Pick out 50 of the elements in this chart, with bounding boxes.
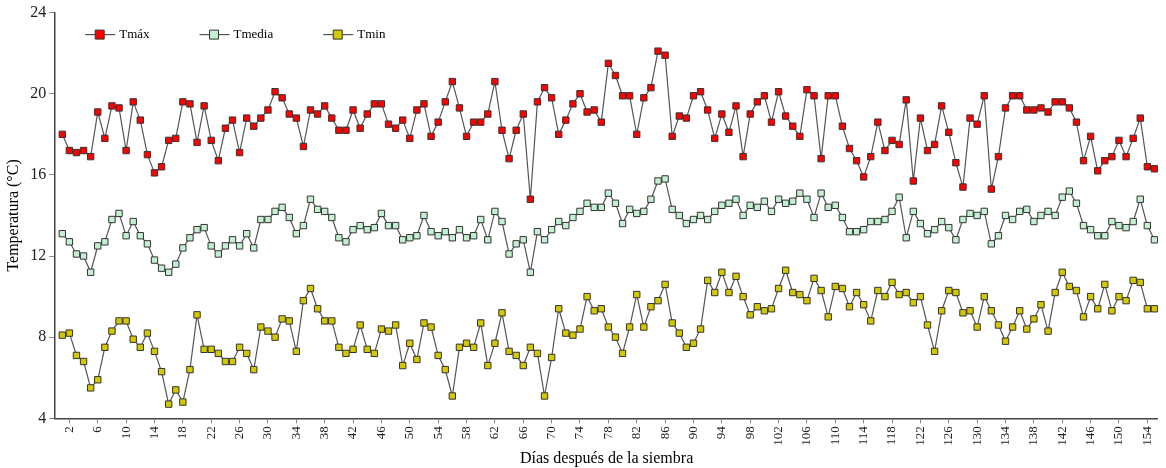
x-tick-label: 146 [1082,425,1098,446]
x-tick-label: 138 [1025,426,1041,446]
x-tick-label: 74 [571,425,587,440]
x-tick-label: 150 [1110,426,1126,446]
x-tick-label: 10 [117,426,133,440]
x-tick-label: 78 [599,426,615,440]
x-tick-label: 34 [287,425,303,440]
x-tick-label: 142 [1053,426,1069,446]
x-tick-label: 118 [883,426,899,446]
x-tick-label: 58 [457,426,473,440]
x-tick-label: 66 [514,425,530,440]
y-tick-label: 12 [30,246,47,264]
x-tick-label: 94 [713,425,729,440]
x-tick-label: 2 [60,426,76,433]
y-tick-label: 24 [30,2,47,20]
x-tick-label: 54 [429,425,445,440]
x-tick-label: 102 [769,426,785,446]
x-tick-label: 30 [259,426,275,440]
x-tick-label: 130 [968,426,984,446]
y-tick-label: 20 [30,83,47,101]
x-tick-label: 98 [741,426,757,440]
y-tick-label: 16 [30,165,47,183]
x-axis-title: Días después de la siembra [519,448,694,467]
x-tick-label: 86 [656,425,672,440]
x-tick-label: 62 [486,426,502,440]
legend-label: Tmáx [119,26,151,42]
x-tick-label: 106 [798,425,814,446]
x-tick-label: 22 [202,426,218,440]
x-tick-label: 38 [316,426,332,440]
x-tick-label: 42 [344,426,360,440]
x-tick-label: 126 [940,425,956,446]
x-tick-label: 50 [401,426,417,440]
x-tick-label: 154 [1138,425,1154,446]
x-tick-label: 90 [684,426,700,440]
x-tick-label: 114 [855,425,871,446]
x-tick-label: 122 [911,426,927,446]
y-axis-title: Temperatura (°C) [3,159,22,272]
x-tick-label: 6 [89,425,105,433]
x-tick-label: 14 [145,425,161,440]
legend-label: Tmedia [233,26,274,42]
x-tick-label: 18 [174,426,190,440]
x-tick-label: 26 [231,425,247,440]
x-tick-label: 46 [372,425,388,440]
x-tick-label: 70 [543,426,559,440]
y-tick-label: 8 [38,327,47,345]
x-tick-label: 110 [826,426,842,446]
legend-label: Tmin [357,26,386,42]
x-tick-label: 82 [628,426,644,440]
x-tick-label: 134 [996,425,1012,446]
y-tick-label: 4 [38,408,47,426]
